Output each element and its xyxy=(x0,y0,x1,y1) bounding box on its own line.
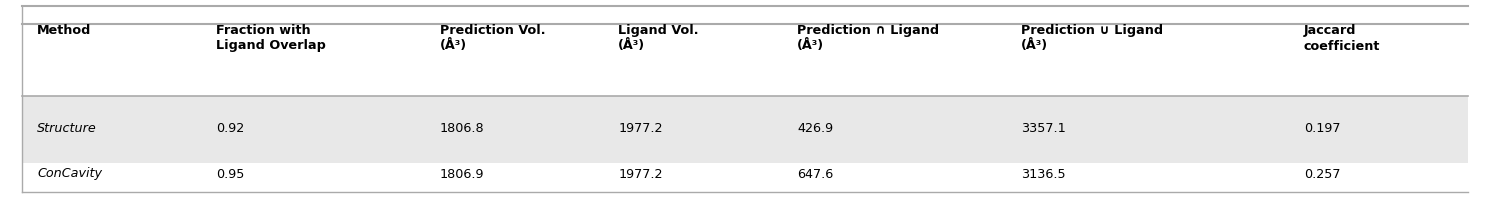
Text: 1806.9: 1806.9 xyxy=(440,168,484,180)
Text: Prediction Vol.
(Å³): Prediction Vol. (Å³) xyxy=(440,24,545,52)
Text: ConCavity: ConCavity xyxy=(37,168,103,180)
Text: 1977.2: 1977.2 xyxy=(618,122,663,136)
Text: 3357.1: 3357.1 xyxy=(1021,122,1065,136)
Text: 647.6: 647.6 xyxy=(797,168,833,180)
Text: 1806.8: 1806.8 xyxy=(440,122,484,136)
Text: 3136.5: 3136.5 xyxy=(1021,168,1065,180)
Text: 1977.2: 1977.2 xyxy=(618,168,663,180)
Text: Ligand Vol.
(Å³): Ligand Vol. (Å³) xyxy=(618,24,699,52)
Bar xyxy=(22,96,1468,163)
Text: 426.9: 426.9 xyxy=(797,122,833,136)
Text: Prediction ∪ Ligand
(Å³): Prediction ∪ Ligand (Å³) xyxy=(1021,24,1162,52)
Text: 0.95: 0.95 xyxy=(216,168,244,180)
Text: Method: Method xyxy=(37,24,91,37)
Text: Prediction ∩ Ligand
(Å³): Prediction ∩ Ligand (Å³) xyxy=(797,24,939,52)
Text: Structure: Structure xyxy=(37,122,97,136)
Text: 0.257: 0.257 xyxy=(1304,168,1340,180)
Bar xyxy=(22,163,1468,192)
Text: Jaccard
coefficient: Jaccard coefficient xyxy=(1304,24,1380,52)
Text: Fraction with
Ligand Overlap: Fraction with Ligand Overlap xyxy=(216,24,326,52)
Text: 0.92: 0.92 xyxy=(216,122,244,136)
Text: 0.197: 0.197 xyxy=(1304,122,1340,136)
